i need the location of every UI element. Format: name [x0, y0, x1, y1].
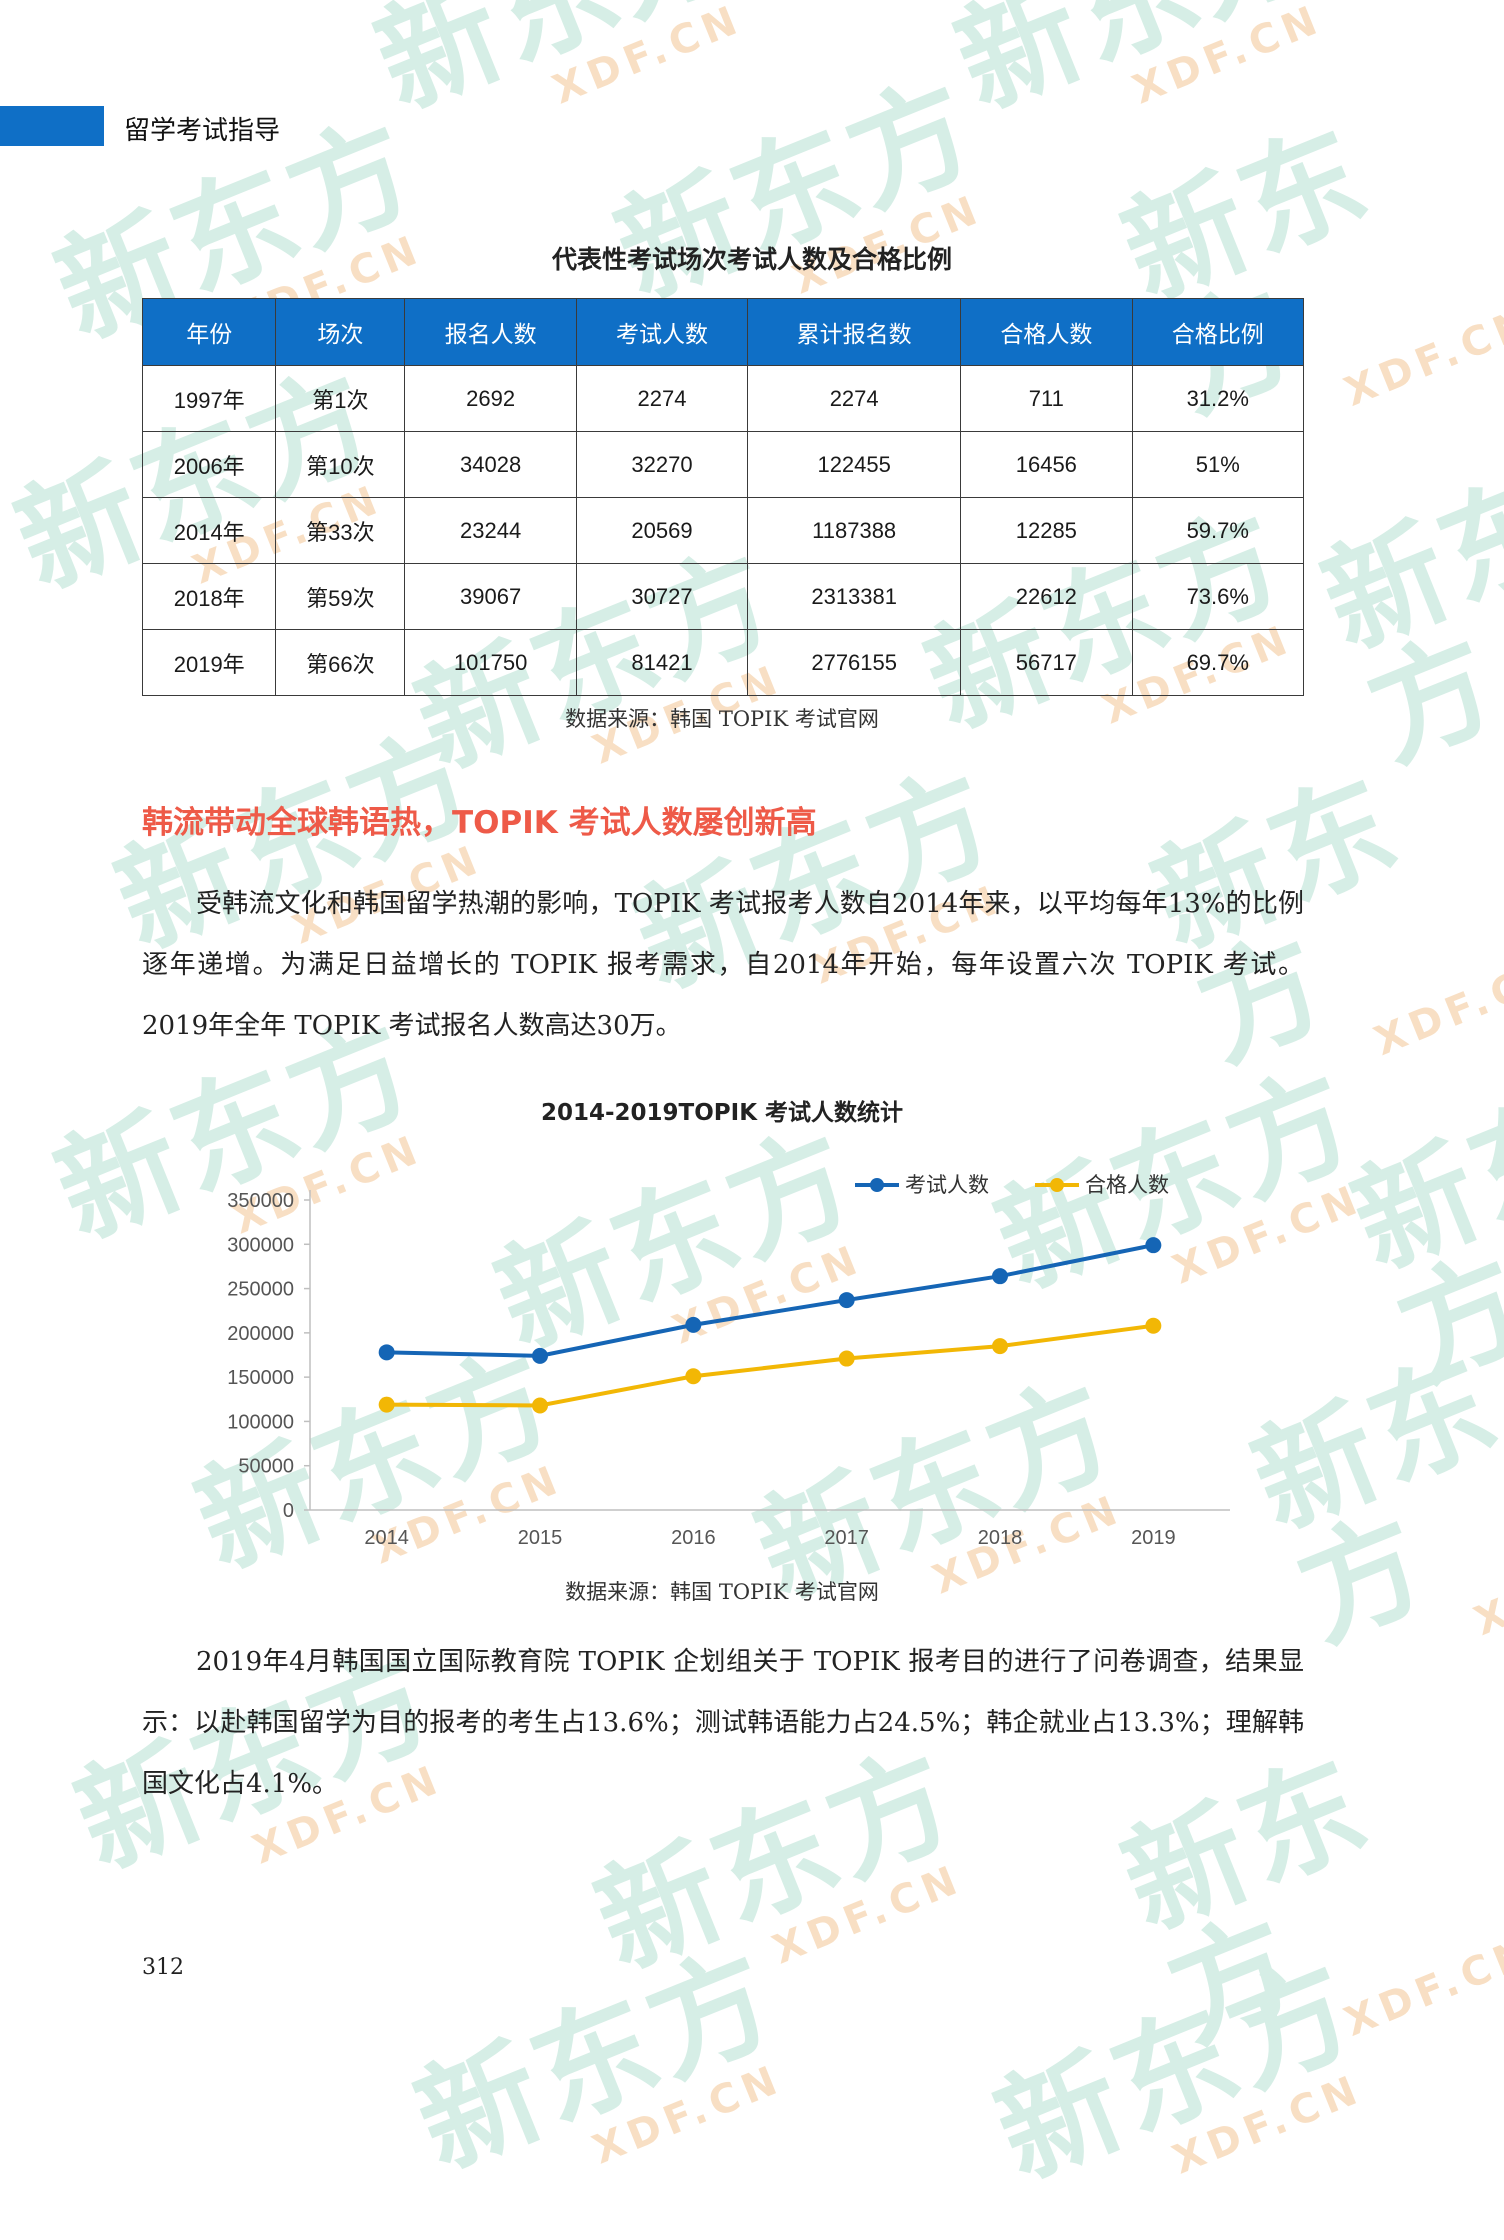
y-tick-label: 250000 [227, 1279, 294, 1301]
table-cell: 51% [1131, 431, 1305, 498]
table-header-cell: 报名人数 [404, 298, 577, 366]
data-point [532, 1397, 548, 1414]
y-tick-label: 150000 [227, 1367, 294, 1389]
legend-marker [870, 1178, 884, 1192]
data-point [685, 1316, 702, 1333]
data-point [992, 1268, 1008, 1285]
table-row: 2019年 第66次 101750 81421 2776155 56717 69… [141, 629, 1305, 696]
table-cell: 20569 [575, 497, 749, 564]
page-number: 312 [142, 1955, 184, 1980]
table-row: 2014年 第33次 23244 20569 1187388 12285 59.… [141, 497, 1305, 564]
table-cell: 31.2% [1131, 365, 1305, 432]
data-point [1145, 1237, 1162, 1254]
table-cell: 1187388 [747, 497, 962, 564]
data-point [1145, 1317, 1162, 1334]
table-cell: 第10次 [275, 431, 406, 498]
table-cell: 2313381 [747, 563, 962, 630]
y-tick-label: 300000 [227, 1234, 294, 1256]
page-content: 代表性考试场次考试人数及合格比例 年份 场次 报名人数 考试人数 累计报名数 合… [141, 245, 1305, 1980]
chart-source-note: 数据来源：韩国 TOPIK 考试官网 [565, 1580, 879, 1604]
page-header: 留学考试指导 [0, 106, 600, 146]
table-cell: 第59次 [275, 563, 406, 630]
table-cell: 2776155 [747, 629, 962, 696]
table-cell: 69.7% [1131, 629, 1305, 696]
x-tick-label: 2014 [364, 1527, 409, 1549]
legend-marker [1050, 1178, 1064, 1192]
legend-label: 合格人数 [1085, 1173, 1169, 1197]
table-cell: 第1次 [275, 365, 406, 432]
table-header-row: 年份 场次 报名人数 考试人数 累计报名数 合格人数 合格比例 [141, 298, 1305, 366]
table-cell: 59.7% [1131, 497, 1305, 564]
table-cell: 34028 [404, 431, 577, 498]
data-point [992, 1338, 1008, 1355]
x-tick-label: 2018 [978, 1527, 1023, 1549]
table-cell: 81421 [575, 629, 749, 696]
table-cell: 73.6% [1131, 563, 1305, 630]
table-cell: 30727 [575, 563, 749, 630]
table-cell: 1997年 [141, 365, 277, 432]
table-header-cell: 年份 [141, 298, 277, 366]
table-cell: 2018年 [141, 563, 277, 630]
series-line-2 [386, 1323, 1154, 1408]
series-line-1 [386, 1243, 1154, 1358]
table-row: 2018年 第59次 39067 30727 2313381 22612 73.… [141, 563, 1305, 630]
table-cell: 12285 [960, 497, 1133, 564]
table-cell: 2274 [575, 365, 749, 432]
x-tick-label: 2019 [1131, 1527, 1176, 1549]
table-header-cell: 场次 [275, 298, 406, 366]
paragraph-text: 受韩流文化和韩国留学热潮的影响，TOPIK 考试报考人数自2014年来，以平均每… [142, 889, 1304, 1041]
y-tick-label: 200000 [227, 1323, 294, 1345]
table-source-note: 数据来源：韩国 TOPIK 考试官网 [565, 707, 879, 731]
table-cell: 2014年 [141, 497, 277, 564]
table-cell: 122455 [747, 431, 962, 498]
data-point [838, 1350, 855, 1367]
y-tick-label: 0 [283, 1500, 294, 1522]
table-cell: 2006年 [141, 431, 277, 498]
table-title: 代表性考试场次考试人数及合格比例 [551, 245, 952, 274]
table-cell: 22612 [960, 563, 1133, 630]
data-point [378, 1344, 395, 1361]
exam-statistics-table: 年份 场次 报名人数 考试人数 累计报名数 合格人数 合格比例 1997年 第1… [141, 298, 1305, 696]
table-cell: 第66次 [275, 629, 406, 696]
y-tick-label: 100000 [227, 1411, 294, 1433]
table-cell: 第33次 [275, 497, 406, 564]
header-section-title: 留学考试指导 [124, 116, 281, 146]
table-cell: 2692 [404, 365, 577, 432]
table-header-cell: 合格比例 [1131, 298, 1305, 366]
table-cell: 56717 [960, 629, 1133, 696]
y-tick-label: 350000 [227, 1190, 294, 1212]
legend-label: 考试人数 [905, 1173, 989, 1197]
data-point [838, 1292, 855, 1309]
table-cell: 39067 [404, 563, 577, 630]
table-cell: 23244 [404, 497, 577, 564]
paragraph-trend: 受韩流文化和韩国留学热潮的影响，TOPIK 考试报考人数自2014年来，以平均每… [142, 874, 1304, 1057]
y-tick-label: 50000 [238, 1456, 294, 1478]
data-point [378, 1396, 395, 1413]
table-cell: 711 [960, 365, 1133, 432]
table-cell: 101750 [404, 629, 577, 696]
table-cell: 2274 [747, 365, 962, 432]
table-header-cell: 累计报名数 [747, 298, 962, 366]
table-row: 1997年 第1次 2692 2274 2274 711 31.2% [141, 365, 1305, 432]
table-cell: 32270 [575, 431, 749, 498]
table-header-cell: 合格人数 [960, 298, 1133, 366]
x-tick-label: 2015 [518, 1527, 563, 1549]
data-point [685, 1368, 702, 1385]
line-chart: 0 50000 100000 150000 200000 250000 300000 3500… [227, 1173, 1230, 1549]
table-header-cell: 考试人数 [575, 298, 749, 366]
paragraph-survey: 2019年4月韩国国立国际教育院 TOPIK 企划组关于 TOPIK 报考目的进… [142, 1632, 1304, 1815]
table-cell: 16456 [960, 431, 1133, 498]
chart-title: 2014-2019TOPIK 考试人数统计 [540, 1100, 904, 1126]
x-tick-label: 2017 [824, 1527, 869, 1549]
section-heading: 韩流带动全球韩语热，TOPIK 考试人数屡创新高 [142, 805, 817, 841]
data-point [532, 1347, 548, 1364]
paragraph-text: 2019年4月韩国国立国际教育院 TOPIK 企划组关于 TOPIK 报考目的进… [142, 1647, 1304, 1799]
header-accent-bar [0, 106, 104, 146]
table-row: 2006年 第10次 34028 32270 122455 16456 51% [141, 431, 1305, 498]
x-tick-label: 2016 [671, 1527, 716, 1549]
table-cell: 2019年 [141, 629, 277, 696]
